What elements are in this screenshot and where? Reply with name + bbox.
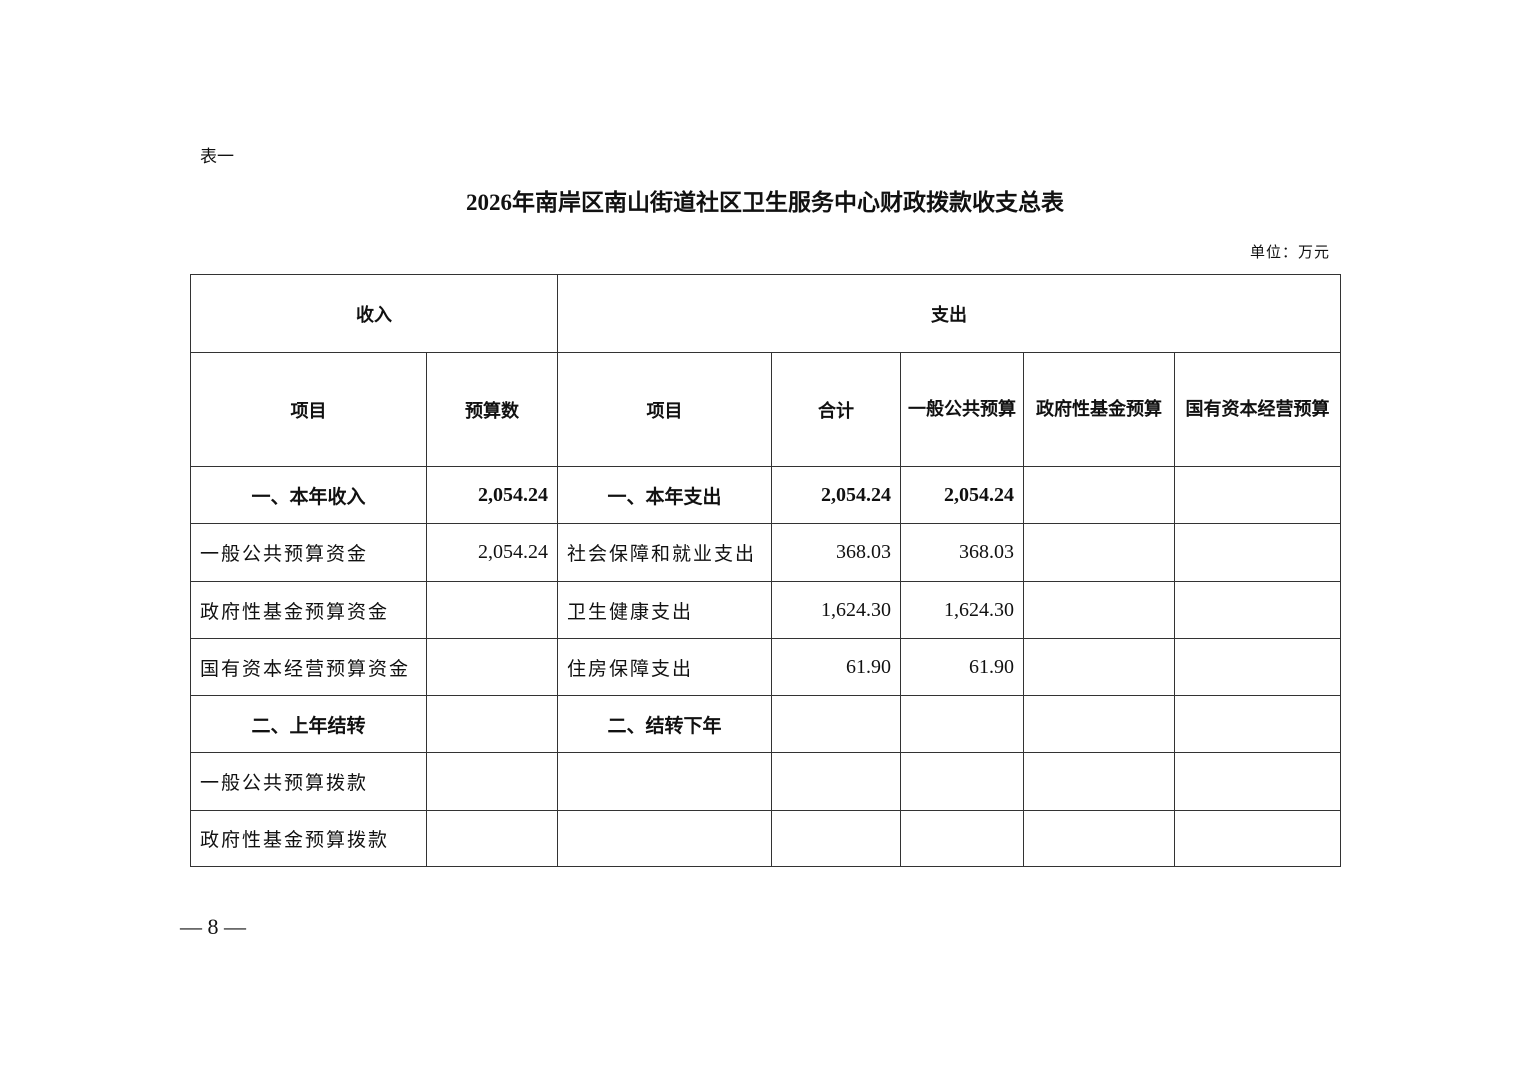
table-row: 一般公共预算拨款 xyxy=(190,752,1341,811)
amount-cell xyxy=(1023,581,1175,639)
amount-cell: 1,624.30 xyxy=(771,581,901,639)
col-expense-item: 项目 xyxy=(557,352,772,467)
amount-cell xyxy=(426,810,558,867)
amount-cell xyxy=(900,695,1024,753)
amount-cell xyxy=(1023,638,1175,696)
amount-cell xyxy=(771,752,901,811)
col-gov-fund-budget: 政府性基金预算 xyxy=(1023,352,1175,467)
amount-cell xyxy=(426,695,558,753)
item-cell: 国有资本经营预算资金 xyxy=(190,638,427,696)
amount-cell: 61.90 xyxy=(771,638,901,696)
amount-cell: 368.03 xyxy=(900,523,1024,582)
amount-cell xyxy=(1023,810,1175,867)
item-cell xyxy=(557,752,772,811)
amount-cell: 2,054.24 xyxy=(426,523,558,582)
amount-cell: 1,624.30 xyxy=(900,581,1024,639)
item-cell: 一、本年支出 xyxy=(557,466,772,524)
col-income-budget: 预算数 xyxy=(426,352,558,467)
amount-cell xyxy=(1174,523,1341,582)
item-cell: 卫生健康支出 xyxy=(557,581,772,639)
item-cell: 二、结转下年 xyxy=(557,695,772,753)
item-cell: 二、上年结转 xyxy=(190,695,427,753)
item-cell: 政府性基金预算资金 xyxy=(190,581,427,639)
amount-cell xyxy=(1174,466,1341,524)
amount-cell xyxy=(1174,752,1341,811)
amount-cell xyxy=(1174,810,1341,867)
amount-cell: 2,054.24 xyxy=(771,466,901,524)
amount-cell xyxy=(426,752,558,811)
amount-cell: 368.03 xyxy=(771,523,901,582)
amount-cell xyxy=(900,810,1024,867)
table-row: 二、上年结转 二、结转下年 xyxy=(190,695,1341,753)
table-row: 一、本年收入 2,054.24 一、本年支出 2,054.24 2,054.24 xyxy=(190,466,1341,524)
item-cell: 一般公共预算资金 xyxy=(190,523,427,582)
page-number: — 8 — xyxy=(180,914,246,939)
amount-cell xyxy=(1023,695,1175,753)
expense-header: 支出 xyxy=(557,274,1341,353)
item-cell: 社会保障和就业支出 xyxy=(557,523,772,582)
item-cell: 一、本年收入 xyxy=(190,466,427,524)
item-cell: 政府性基金预算拨款 xyxy=(190,810,427,867)
table-row: 国有资本经营预算资金 住房保障支出 61.90 61.90 xyxy=(190,638,1341,696)
col-total: 合计 xyxy=(771,352,901,467)
unit-label: 单位：万元 xyxy=(1249,243,1330,261)
amount-cell xyxy=(426,581,558,639)
table-row: 一般公共预算资金 2,054.24 社会保障和就业支出 368.03 368.03 xyxy=(190,523,1341,582)
amount-cell xyxy=(1174,638,1341,696)
amount-cell xyxy=(1023,752,1175,811)
amount-cell: 2,054.24 xyxy=(900,466,1024,524)
item-cell xyxy=(557,810,772,867)
amount-cell: 61.90 xyxy=(900,638,1024,696)
item-cell: 住房保障支出 xyxy=(557,638,772,696)
col-general-budget: 一般公共预算 xyxy=(900,352,1024,467)
amount-cell xyxy=(771,695,901,753)
col-state-capital-budget: 国有资本经营预算 xyxy=(1174,352,1341,467)
budget-table: 收入 支出 项目 预算数 项目 合计 一般公共预算 政府性基金预算 国有资本经营… xyxy=(190,274,1341,867)
amount-cell xyxy=(1174,695,1341,753)
table-row: 政府性基金预算资金 卫生健康支出 1,624.30 1,624.30 xyxy=(190,581,1341,639)
amount-cell xyxy=(1023,466,1175,524)
amount-cell: 2,054.24 xyxy=(426,466,558,524)
col-income-item: 项目 xyxy=(190,352,427,467)
amount-cell xyxy=(426,638,558,696)
table-label: 表一 xyxy=(200,147,234,167)
table-row: 政府性基金预算拨款 xyxy=(190,810,1341,867)
header-row-columns: 项目 预算数 项目 合计 一般公共预算 政府性基金预算 国有资本经营预算 xyxy=(190,352,1341,467)
amount-cell xyxy=(771,810,901,867)
header-row-groups: 收入 支出 xyxy=(190,274,1341,353)
item-cell: 一般公共预算拨款 xyxy=(190,752,427,811)
income-header: 收入 xyxy=(190,274,558,353)
amount-cell xyxy=(1023,523,1175,582)
page-title: 2026年南岸区南山街道社区卫生服务中心财政拨款收支总表 xyxy=(466,190,1064,215)
amount-cell xyxy=(1174,581,1341,639)
amount-cell xyxy=(900,752,1024,811)
